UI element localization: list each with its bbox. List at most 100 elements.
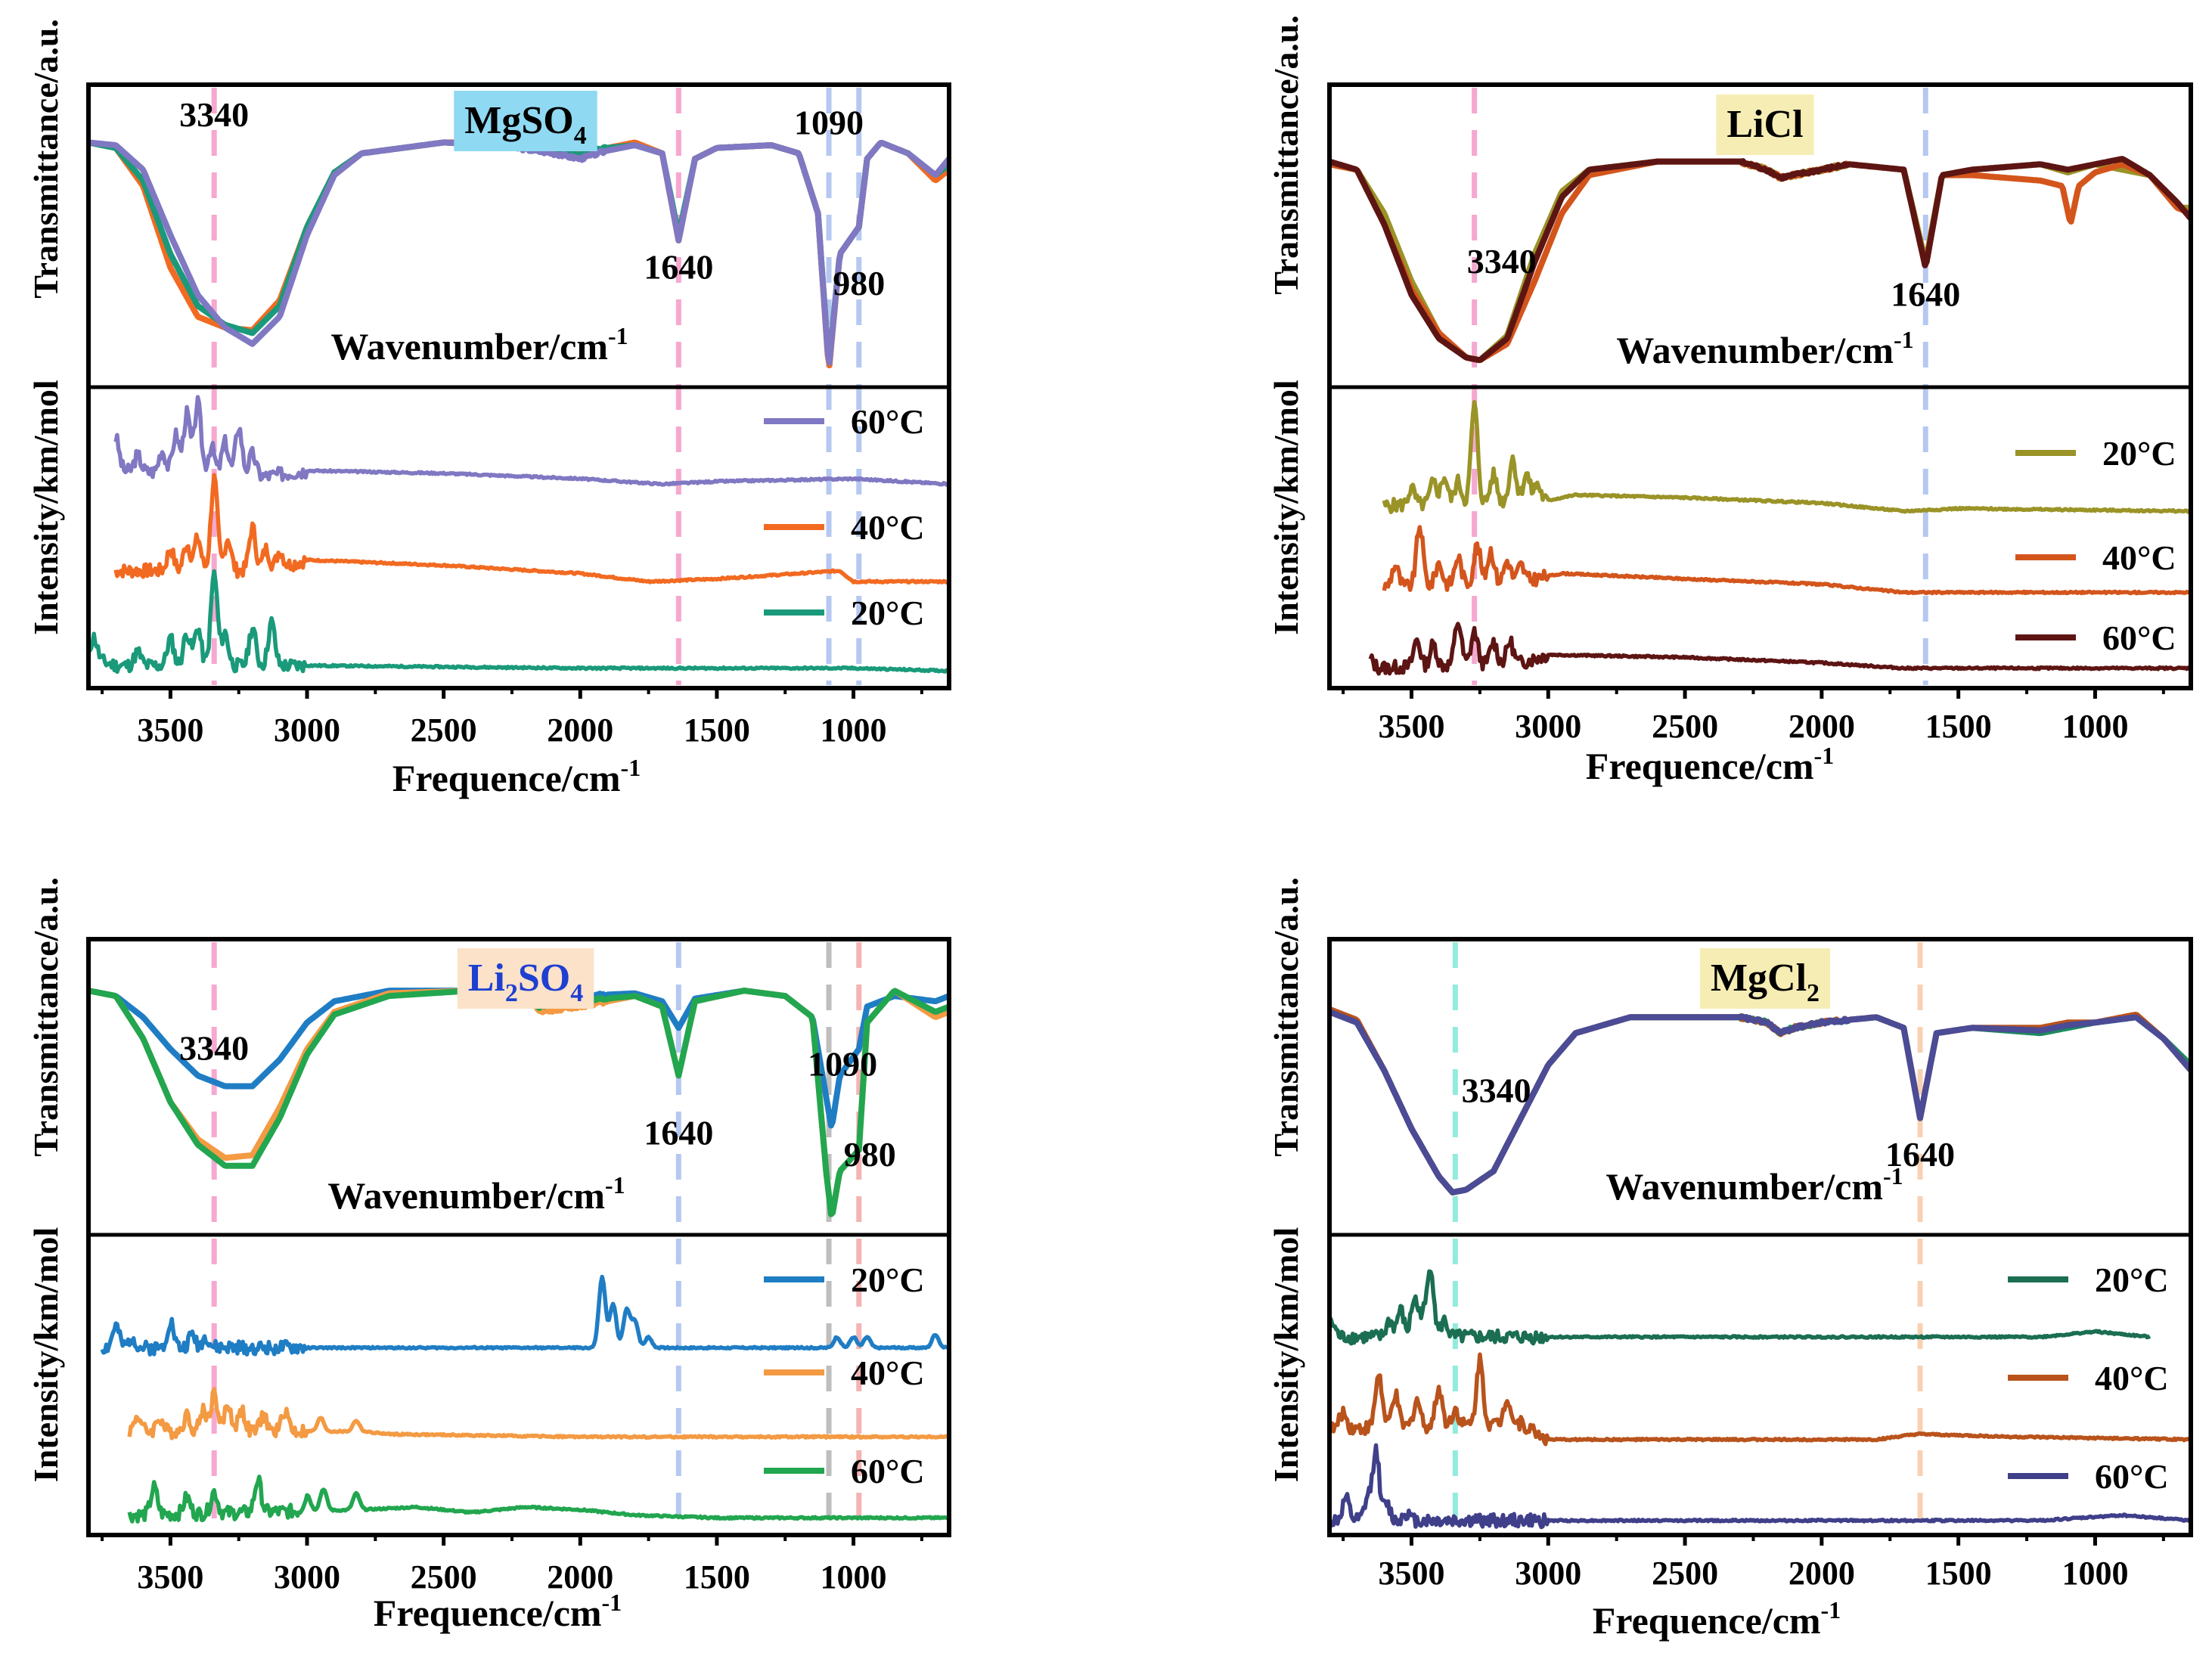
panel-title-background <box>457 948 594 1009</box>
x-tick-label: 3500 <box>1378 1555 1444 1592</box>
y-axis-label-intensity: Intensity/km/mol <box>26 380 65 634</box>
y-axis-label-transmittance: Transmittance/a.u. <box>1267 877 1305 1157</box>
x-tick-label: 1500 <box>1925 708 1992 745</box>
peak-label: 3340 <box>179 1028 249 1067</box>
peak-label: 980 <box>844 1135 896 1174</box>
panel-title: MgCl2 <box>1699 948 1831 1009</box>
wavenumber-label-sup: -1 <box>1894 326 1914 353</box>
raman-series-60°C <box>1329 1443 2191 1530</box>
panel-title-text: MgCl2 <box>1711 957 1820 1007</box>
legend-label: 60°C <box>2095 1457 2169 1496</box>
x-axis-label: Frequence/cm-1 <box>392 754 641 799</box>
plot-frame <box>86 937 951 1537</box>
panel-title-tail: SO <box>518 957 570 1000</box>
x-tick-label: 2000 <box>1789 708 1855 745</box>
panel-4: 3500 3000 2500 2000 1500 1000 Frequence/cm-1 Wa… <box>1267 877 2193 1642</box>
x-tick-label: 2500 <box>1652 1555 1718 1592</box>
ir-curves <box>1329 1006 2191 1195</box>
wavenumber-label-sup: -1 <box>605 1171 625 1199</box>
x-tick-label: 3000 <box>274 1558 340 1596</box>
legend-label: 40°C <box>2095 1359 2169 1397</box>
x-tick-label: 3000 <box>1515 1555 1581 1592</box>
ir-series-maroon <box>1329 156 2191 364</box>
peak-label: 3340 <box>179 95 249 134</box>
panel-title-text: Li2SO4 <box>468 957 584 1007</box>
x-tick-label: 1000 <box>821 1558 887 1596</box>
x-tick-label: 2000 <box>1789 1555 1855 1592</box>
raman-series-20°C <box>1382 399 2191 514</box>
x-tick-label: 1000 <box>2062 1555 2128 1592</box>
y-axis-label-transmittance: Transmittance/a.u. <box>1267 15 1305 295</box>
ir-curves <box>1329 156 2191 364</box>
x-tick-label: 3500 <box>137 1558 203 1596</box>
peak-label: 1640 <box>1891 274 1960 313</box>
ir-series-purple <box>1329 1009 2191 1195</box>
panel-2: 3500 3000 2500 2000 1500 1000 Frequence/cm-1 Wa… <box>1267 15 2193 787</box>
peak-label: 1640 <box>1885 1135 1955 1174</box>
x-tick-label: 3500 <box>1378 708 1444 745</box>
legend-label: 40°C <box>851 1354 925 1392</box>
legend-label: 20°C <box>2095 1261 2169 1299</box>
x-axis-label-sup: -1 <box>602 1589 622 1616</box>
legend-label: 20°C <box>851 1261 925 1299</box>
raman-series-40°C <box>127 1387 949 1440</box>
x-tick-label: 1000 <box>2062 708 2128 745</box>
peak-label: 1640 <box>644 247 713 286</box>
x-axis-label: Frequence/cm-1 <box>1586 742 1834 787</box>
panel-title: MgSO4 <box>454 91 597 151</box>
x-tick-label: 1000 <box>821 712 887 749</box>
legend-label: 60°C <box>2102 619 2176 657</box>
wavenumber-label: Wavenumber/cm-1 <box>327 1171 625 1217</box>
raman-series-20°C <box>100 1274 949 1357</box>
y-axis-label-transmittance: Transmittance/a.u. <box>26 19 65 299</box>
raman-series-40°C <box>113 473 949 585</box>
legend-label: 20°C <box>2102 434 2176 473</box>
panel-title-background <box>1699 948 1831 1009</box>
x-axis-label-sup: -1 <box>1814 742 1835 769</box>
raman-series-60°C <box>1368 622 2191 676</box>
wavenumber-label: Wavenumber/cm-1 <box>1605 1162 1903 1208</box>
x-tick-label: 2500 <box>1652 708 1718 745</box>
legend-label: 60°C <box>851 402 925 441</box>
raman-curves <box>1368 399 2191 676</box>
peak-label: 3340 <box>1462 1071 1531 1110</box>
peak-label: 1640 <box>644 1114 713 1152</box>
wavenumber-label: Wavenumber/cm-1 <box>1616 326 1913 371</box>
x-tick-label: 3500 <box>137 712 203 749</box>
raman-series-20°C <box>1329 1269 2152 1346</box>
x-tick-label: 1500 <box>684 1558 750 1596</box>
panel-title: LiCl <box>1716 95 1814 155</box>
legend-label: 40°C <box>2102 538 2176 577</box>
peak-label: 1090 <box>808 1044 877 1083</box>
peak-label: 3340 <box>1467 242 1537 281</box>
panel-title-text: MgSO4 <box>464 99 586 150</box>
plot-frame <box>1327 937 2193 1537</box>
x-axis-label-sup: -1 <box>1821 1596 1841 1623</box>
peak-label: 1090 <box>794 104 864 142</box>
wavenumber-label-sup: -1 <box>608 322 628 349</box>
panel-title-subscript: 2 <box>1807 979 1820 1007</box>
raman-series-20°C <box>88 569 949 674</box>
x-tick-label: 2500 <box>411 712 477 749</box>
panel-title-background <box>1716 95 1814 155</box>
legend-label: 40°C <box>851 508 925 547</box>
raman-series-60°C <box>127 1475 949 1524</box>
y-axis-label-intensity: Intensity/km/mol <box>1267 380 1305 634</box>
y-axis-label-transmittance: Transmittance/a.u. <box>26 877 65 1157</box>
raman-curves <box>100 1274 949 1524</box>
panel-title: Li2SO4 <box>457 948 594 1009</box>
raman-series-40°C <box>1382 525 2191 596</box>
panel-title-tail-subscript: 4 <box>570 979 583 1007</box>
x-axis-label-sup: -1 <box>621 754 641 781</box>
y-axis-label-intensity: Intensity/km/mol <box>1267 1227 1305 1482</box>
peak-label: 980 <box>833 264 885 302</box>
panel-title-subscript: 4 <box>574 122 587 150</box>
wavenumber-label-sup: -1 <box>1883 1162 1903 1189</box>
x-axis-label: Frequence/cm-1 <box>1593 1596 1841 1642</box>
x-tick-label: 3000 <box>274 712 340 749</box>
raman-series-40°C <box>1329 1352 2191 1447</box>
panel-1: 3500 3000 2500 2000 1500 1000 Frequence/cm-1 Wa… <box>26 19 951 799</box>
panel-title-subscript: 2 <box>505 979 518 1007</box>
x-axis-label: Frequence/cm-1 <box>374 1589 622 1634</box>
x-tick-label: 3000 <box>1515 708 1581 745</box>
